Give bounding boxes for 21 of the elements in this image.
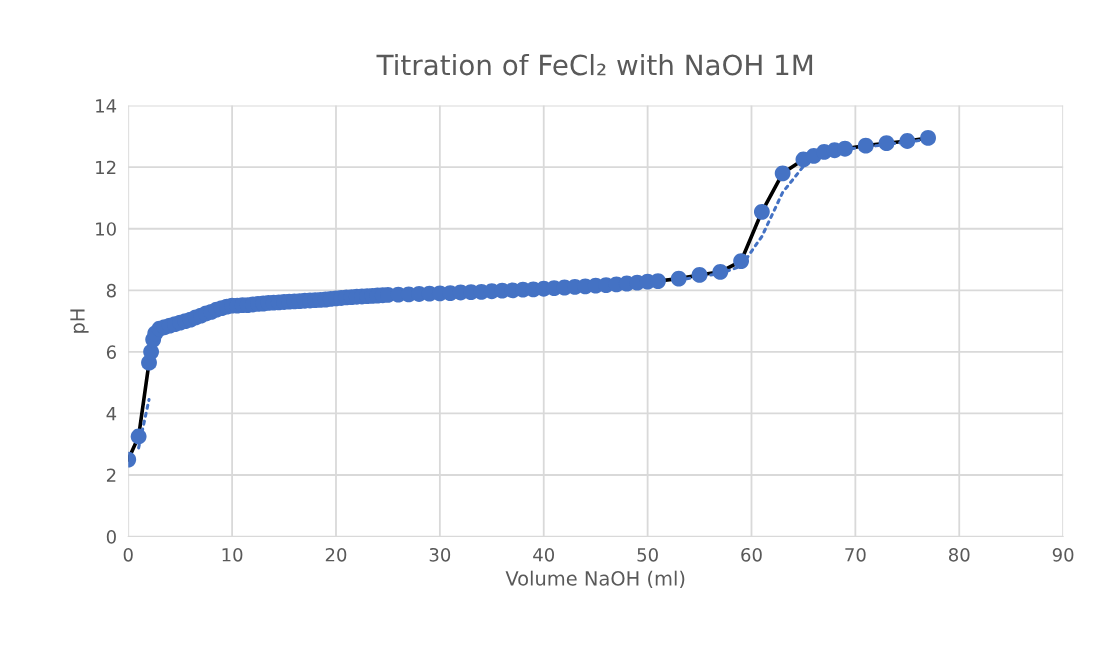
x-tick-label: 60 — [741, 547, 762, 562]
x-tick-label: 0 — [123, 547, 133, 562]
x-tick-label: 30 — [429, 547, 451, 562]
x-tick-label: 40 — [533, 547, 555, 562]
y-tick-label: 0 — [106, 530, 116, 544]
y-tick-label: 8 — [106, 283, 116, 298]
y-tick-label: 12 — [96, 160, 116, 175]
y-tick-label: 10 — [96, 222, 116, 236]
y-tick-label: 6 — [106, 345, 116, 359]
x-tick-label: 90 — [1052, 547, 1074, 562]
x-tick-label: 20 — [325, 547, 347, 562]
x-tick-label: 70 — [845, 547, 866, 562]
y-tick-label: 4 — [106, 407, 117, 421]
y-axis-title: pH — [70, 309, 89, 333]
x-axis-title: Volume NaOH (ml) — [505, 570, 685, 589]
y-tick-label: 2 — [106, 468, 116, 482]
x-tick-label: 50 — [637, 547, 658, 562]
x-tick-label: 80 — [948, 547, 970, 562]
chart-title: Titration of FeCl₂ with NaOH 1M — [376, 53, 813, 76]
y-tick-label: 14 — [96, 99, 117, 113]
x-tick-label: 10 — [222, 547, 243, 562]
